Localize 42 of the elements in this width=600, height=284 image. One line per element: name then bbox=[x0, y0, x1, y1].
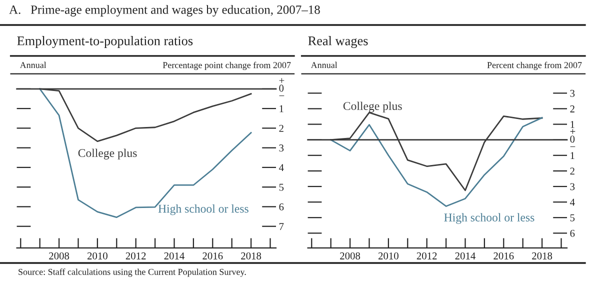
x-tick-label: 2008 bbox=[49, 252, 70, 260]
x-tick-label: 2018 bbox=[241, 252, 262, 260]
y-tick-label: 7 bbox=[279, 223, 284, 230]
y-tick-label: 2 bbox=[570, 105, 574, 112]
y-tick-label: 1 bbox=[570, 152, 574, 159]
y-tick-label: 2 bbox=[570, 168, 574, 175]
y-tick-label: 3 bbox=[570, 90, 575, 97]
x-tick-label: 2012 bbox=[416, 252, 437, 260]
y-tick-label: 4 bbox=[278, 164, 284, 172]
y-tick-label: 5 bbox=[570, 214, 575, 222]
x-tick-label: 2010 bbox=[87, 252, 108, 260]
y-tick-label: 4 bbox=[570, 198, 575, 206]
chart-subtitle: Annual bbox=[310, 62, 338, 68]
x-tick-label: 2008 bbox=[340, 252, 360, 260]
text: A. Prime-age employment and wages by education, 2007–18 bbox=[9, 5, 320, 16]
y-tick-label: 1 bbox=[570, 121, 574, 128]
x-tick-label: 2016 bbox=[202, 252, 223, 260]
series-label: High school or less bbox=[158, 204, 248, 216]
x-tick-label: 2014 bbox=[455, 252, 476, 260]
chart-title: Real wages bbox=[308, 36, 368, 48]
source-note: Source: Staff calculations using the Current Population Survey. bbox=[18, 268, 246, 277]
chart-title: Employment-to-population ratios bbox=[17, 36, 193, 48]
x-tick-label: 2014 bbox=[164, 252, 184, 260]
series-label: College plus bbox=[343, 102, 402, 112]
y-tick-label: 6 bbox=[279, 203, 284, 210]
y-axis-title: Percent change from 2007 bbox=[487, 62, 582, 70]
y-tick-label: 3 bbox=[279, 144, 284, 152]
y-tick-label: 3 bbox=[570, 183, 575, 190]
y-tick-label: 5 bbox=[279, 184, 284, 191]
x-tick-label: 2016 bbox=[494, 252, 514, 260]
series-label: College plus bbox=[78, 148, 137, 160]
y-tick-label: + 0 − bbox=[279, 78, 284, 96]
chart-subtitle: Annual bbox=[20, 62, 46, 68]
x-tick-label: 2018 bbox=[532, 252, 552, 260]
y-tick-label: 1 bbox=[280, 105, 284, 112]
x-tick-label: 2012 bbox=[126, 252, 146, 260]
series-label: High school or less bbox=[444, 213, 534, 224]
y-tick-label: 2 bbox=[279, 124, 284, 132]
y-tick-label: 6 bbox=[570, 230, 575, 237]
y-axis-title: Percentage point change from 2007 bbox=[162, 62, 291, 70]
y-tick-label: + 0 − bbox=[570, 129, 576, 147]
x-tick-label: 2010 bbox=[378, 252, 398, 260]
